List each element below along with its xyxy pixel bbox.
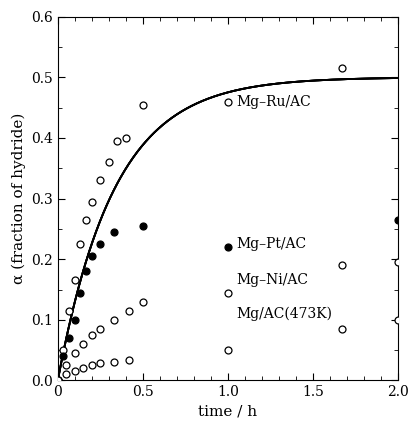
Text: Mg/AC(473K): Mg/AC(473K) xyxy=(236,307,332,321)
Text: Mg–Ru/AC: Mg–Ru/AC xyxy=(236,95,311,108)
Y-axis label: α (fraction of hydride): α (fraction of hydride) xyxy=(11,113,26,284)
Text: Mg–Ni/AC: Mg–Ni/AC xyxy=(236,273,308,287)
X-axis label: time / h: time / h xyxy=(198,405,257,419)
Text: Mg–Pt/AC: Mg–Pt/AC xyxy=(236,237,307,251)
